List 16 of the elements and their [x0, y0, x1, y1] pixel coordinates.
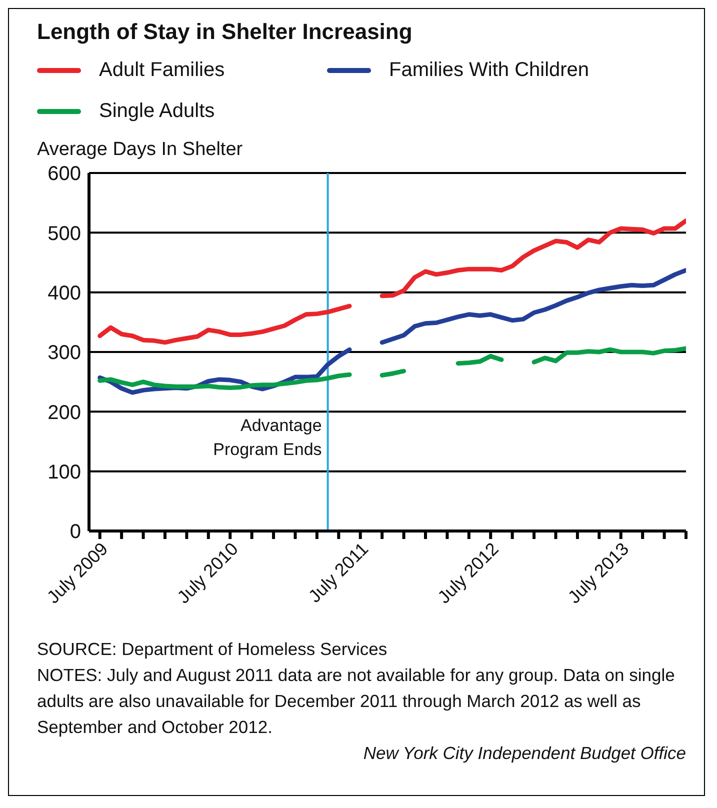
legend-label: Adult Families [99, 59, 225, 82]
legend-label: Single Adults [99, 100, 215, 123]
legend-label: Families With Children [389, 59, 590, 82]
text: New York City Independent Budget Office [362, 742, 686, 765]
y-tick-label: 500 [48, 222, 81, 245]
y-tick-label: 400 [48, 282, 81, 304]
ref-line-label: Advantage Program Ends [213, 416, 322, 459]
y-tick-label: 600 [48, 163, 81, 186]
source-note: SOURCE: Department of Homeless Services [37, 638, 388, 661]
chart-title: Length of Stay in Shelter Increasing [37, 19, 414, 45]
text: NOTES: July and August 2011 data are not available for any group. Data on single adults are also unavailable for December 2011 through March 2012 as well as September and October 2012. [37, 664, 676, 739]
y-tick-label: 200 [48, 402, 81, 424]
y-tick-label: 100 [48, 461, 81, 484]
y-tick-label: 300 [48, 342, 81, 364]
y-axis-title: Average Days In Shelter [37, 139, 244, 161]
y-tick-label: 0 [70, 521, 81, 544]
